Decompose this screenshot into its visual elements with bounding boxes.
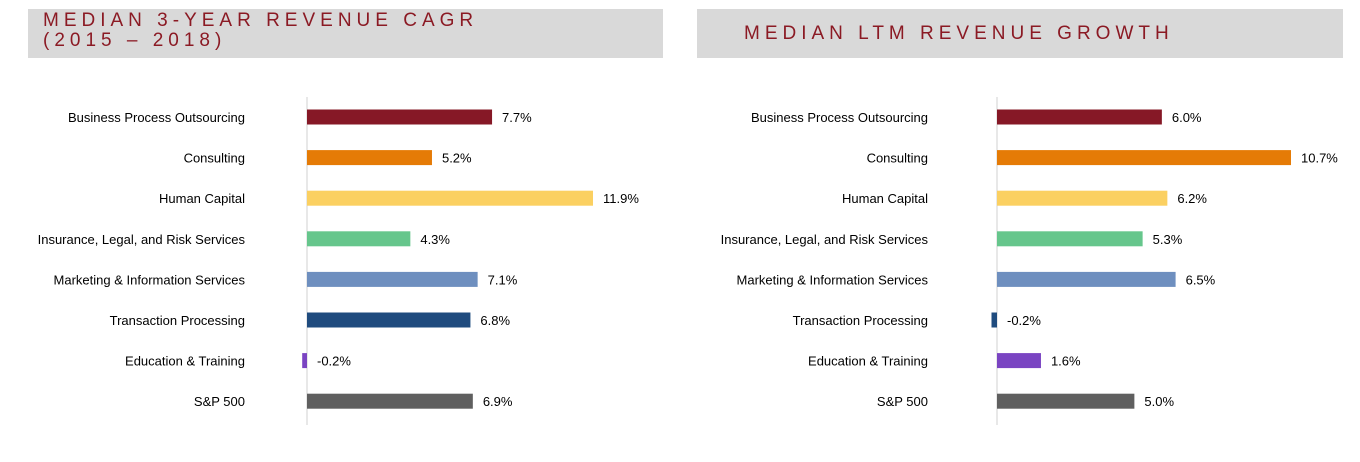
chart-title-bar: MEDIAN 3-YEAR REVENUE CAGR (2015 – 2018)	[28, 9, 663, 58]
bar	[307, 393, 473, 409]
category-label: Insurance, Legal, and Risk Services	[721, 232, 929, 247]
category-label: Consulting	[867, 151, 928, 166]
data-label: 11.9%	[603, 191, 639, 206]
bar	[997, 109, 1162, 125]
data-label: 6.8%	[480, 313, 510, 328]
data-label: 4.3%	[420, 232, 450, 247]
category-label: Insurance, Legal, and Risk Services	[38, 232, 246, 247]
data-label: 7.7%	[502, 110, 532, 125]
data-label: 10.7%	[1301, 151, 1338, 166]
bar	[302, 353, 307, 369]
bar	[307, 231, 411, 247]
bar	[307, 271, 478, 287]
data-label: 5.2%	[442, 151, 472, 166]
category-label: Marketing & Information Services	[54, 272, 246, 287]
bar	[997, 231, 1143, 247]
data-label: -0.2%	[317, 354, 351, 369]
chart-title-bar: MEDIAN LTM REVENUE GROWTH	[697, 9, 1343, 58]
data-label: 6.5%	[1186, 272, 1216, 287]
data-label: 5.0%	[1144, 394, 1174, 409]
chart-title: MEDIAN LTM REVENUE GROWTH	[744, 22, 1174, 44]
bar	[997, 353, 1041, 369]
bar	[997, 150, 1291, 166]
category-label: Human Capital	[842, 191, 928, 206]
bar	[997, 190, 1168, 206]
category-label: S&P 500	[194, 394, 245, 409]
category-label: S&P 500	[877, 394, 928, 409]
data-label: 7.1%	[488, 272, 518, 287]
data-label: -0.2%	[1007, 313, 1041, 328]
category-label: Education & Training	[808, 354, 928, 369]
bar	[307, 150, 432, 166]
data-label: 5.3%	[1153, 232, 1183, 247]
category-label: Consulting	[184, 151, 245, 166]
ltm-bar-chart: Business Process Outsourcing 6.0% Consulti…	[721, 97, 1338, 425]
bar	[997, 393, 1135, 409]
bar	[307, 190, 593, 206]
data-label: 6.9%	[483, 394, 513, 409]
bar	[307, 312, 471, 328]
category-label: Human Capital	[159, 191, 245, 206]
category-label: Business Process Outsourcing	[751, 110, 928, 125]
cagr-chart-panel: MEDIAN 3-YEAR REVENUE CAGR (2015 – 2018)…	[28, 9, 663, 425]
bar	[991, 312, 997, 328]
ltm-chart-panel: MEDIAN LTM REVENUE GROWTH Business Proce…	[680, 0, 1360, 462]
data-label: 1.6%	[1051, 354, 1081, 369]
bar	[997, 271, 1176, 287]
category-label: Transaction Processing	[793, 313, 928, 328]
category-label: Business Process Outsourcing	[68, 110, 245, 125]
chart-title: MEDIAN 3-YEAR REVENUE CAGR (2015 – 2018)	[43, 9, 479, 51]
cagr-bar-chart: Business Process Outsourcing 7.7% Consulti…	[38, 97, 639, 425]
data-label: 6.2%	[1177, 191, 1207, 206]
bar	[307, 109, 493, 125]
category-label: Transaction Processing	[110, 313, 245, 328]
category-label: Education & Training	[125, 354, 245, 369]
category-label: Marketing & Information Services	[737, 272, 929, 287]
data-label: 6.0%	[1172, 110, 1202, 125]
